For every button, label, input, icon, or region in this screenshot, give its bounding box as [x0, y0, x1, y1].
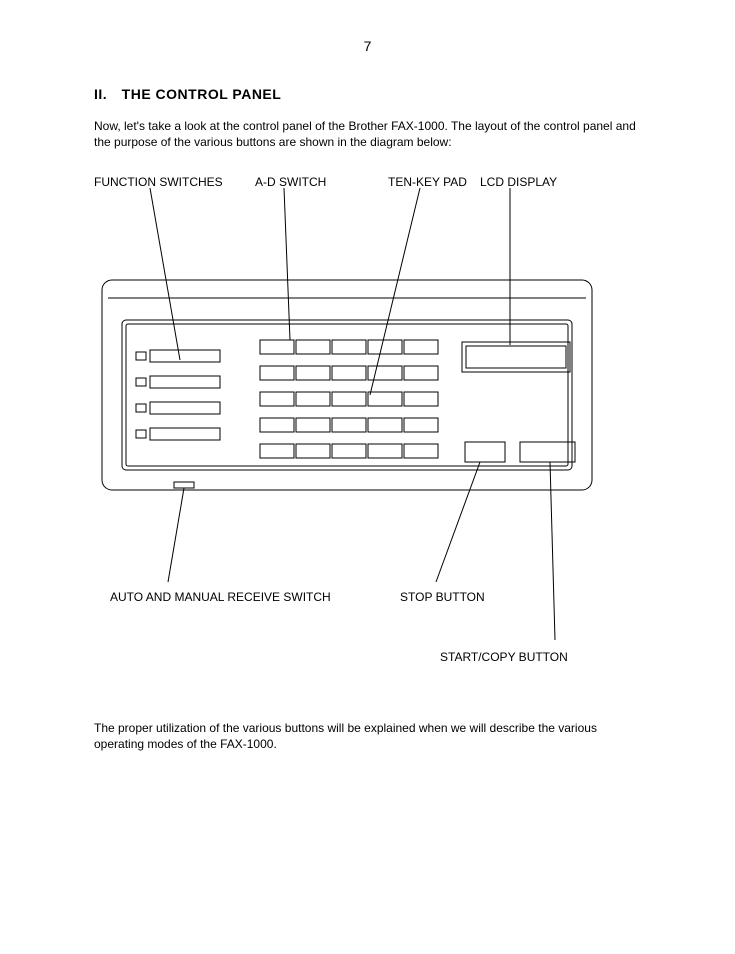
control-panel-diagram [0, 0, 735, 954]
